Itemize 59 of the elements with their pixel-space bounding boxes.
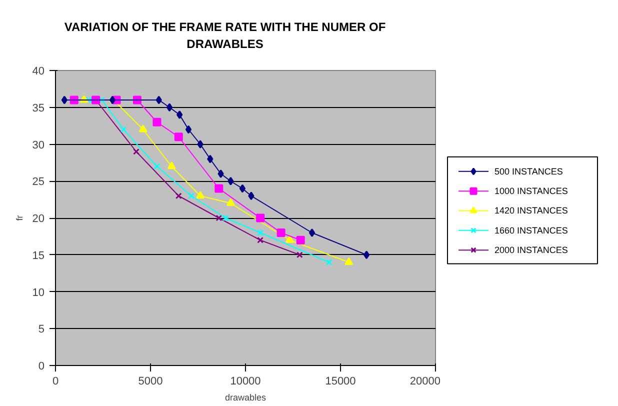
point	[61, 96, 68, 104]
point	[166, 103, 173, 112]
y-tick-label: 15	[32, 250, 45, 262]
point	[296, 236, 305, 244]
point	[363, 250, 370, 260]
point	[197, 140, 204, 148]
point	[256, 214, 265, 222]
point	[344, 257, 354, 266]
legend-label: 2000 INSTANCES	[494, 245, 568, 256]
y-tick-label: 10	[32, 286, 45, 299]
point	[185, 125, 192, 134]
point	[286, 235, 294, 243]
y-tick-label: 40	[32, 66, 45, 78]
point	[257, 230, 264, 236]
legend-label: 500 INSTANCES	[494, 166, 563, 176]
y-tick-label: 35	[32, 102, 45, 114]
x-tick-label: 0	[52, 376, 59, 388]
point	[156, 96, 162, 104]
x-tick-label: 20000	[410, 376, 441, 388]
point	[228, 176, 234, 186]
chart-title: VARIATION OF THE FRAME RATE WITH THE NUMER OF DRAWABLES	[64, 19, 386, 54]
point	[276, 228, 286, 237]
x-axis-title: drawables	[224, 392, 267, 402]
point	[188, 192, 195, 200]
point	[120, 126, 127, 133]
x-tick-label: 5000	[138, 376, 163, 388]
y-tick-label: 25	[32, 176, 45, 188]
point	[154, 163, 160, 170]
point	[214, 184, 224, 193]
point	[176, 110, 183, 119]
point	[175, 192, 182, 200]
y-axis-title: fr	[14, 215, 24, 221]
point	[326, 259, 332, 266]
legend-label: 1660 INSTANCES	[494, 225, 568, 236]
point	[218, 170, 224, 178]
x-tick-label: 10000	[230, 376, 261, 388]
point	[296, 252, 303, 258]
point	[216, 214, 222, 222]
point	[196, 191, 205, 199]
point	[174, 132, 183, 142]
point	[308, 228, 316, 237]
point	[86, 96, 92, 104]
point	[167, 162, 176, 170]
point	[239, 184, 246, 193]
legend-label: 1420 INSTANCES	[494, 206, 568, 216]
y-tick-label: 5	[38, 324, 45, 336]
legend-label: 1000 INSTANCES	[494, 186, 568, 196]
point	[207, 154, 214, 164]
point	[222, 214, 229, 222]
point	[248, 192, 254, 200]
point	[226, 198, 235, 206]
point	[133, 148, 140, 155]
x-tick-label: 15000	[325, 376, 356, 388]
point	[138, 124, 148, 132]
point	[152, 118, 162, 126]
point	[257, 236, 264, 244]
y-tick-label: 20	[32, 213, 45, 225]
y-tick-label: 0	[38, 360, 45, 372]
y-tick-label: 30	[32, 139, 45, 152]
